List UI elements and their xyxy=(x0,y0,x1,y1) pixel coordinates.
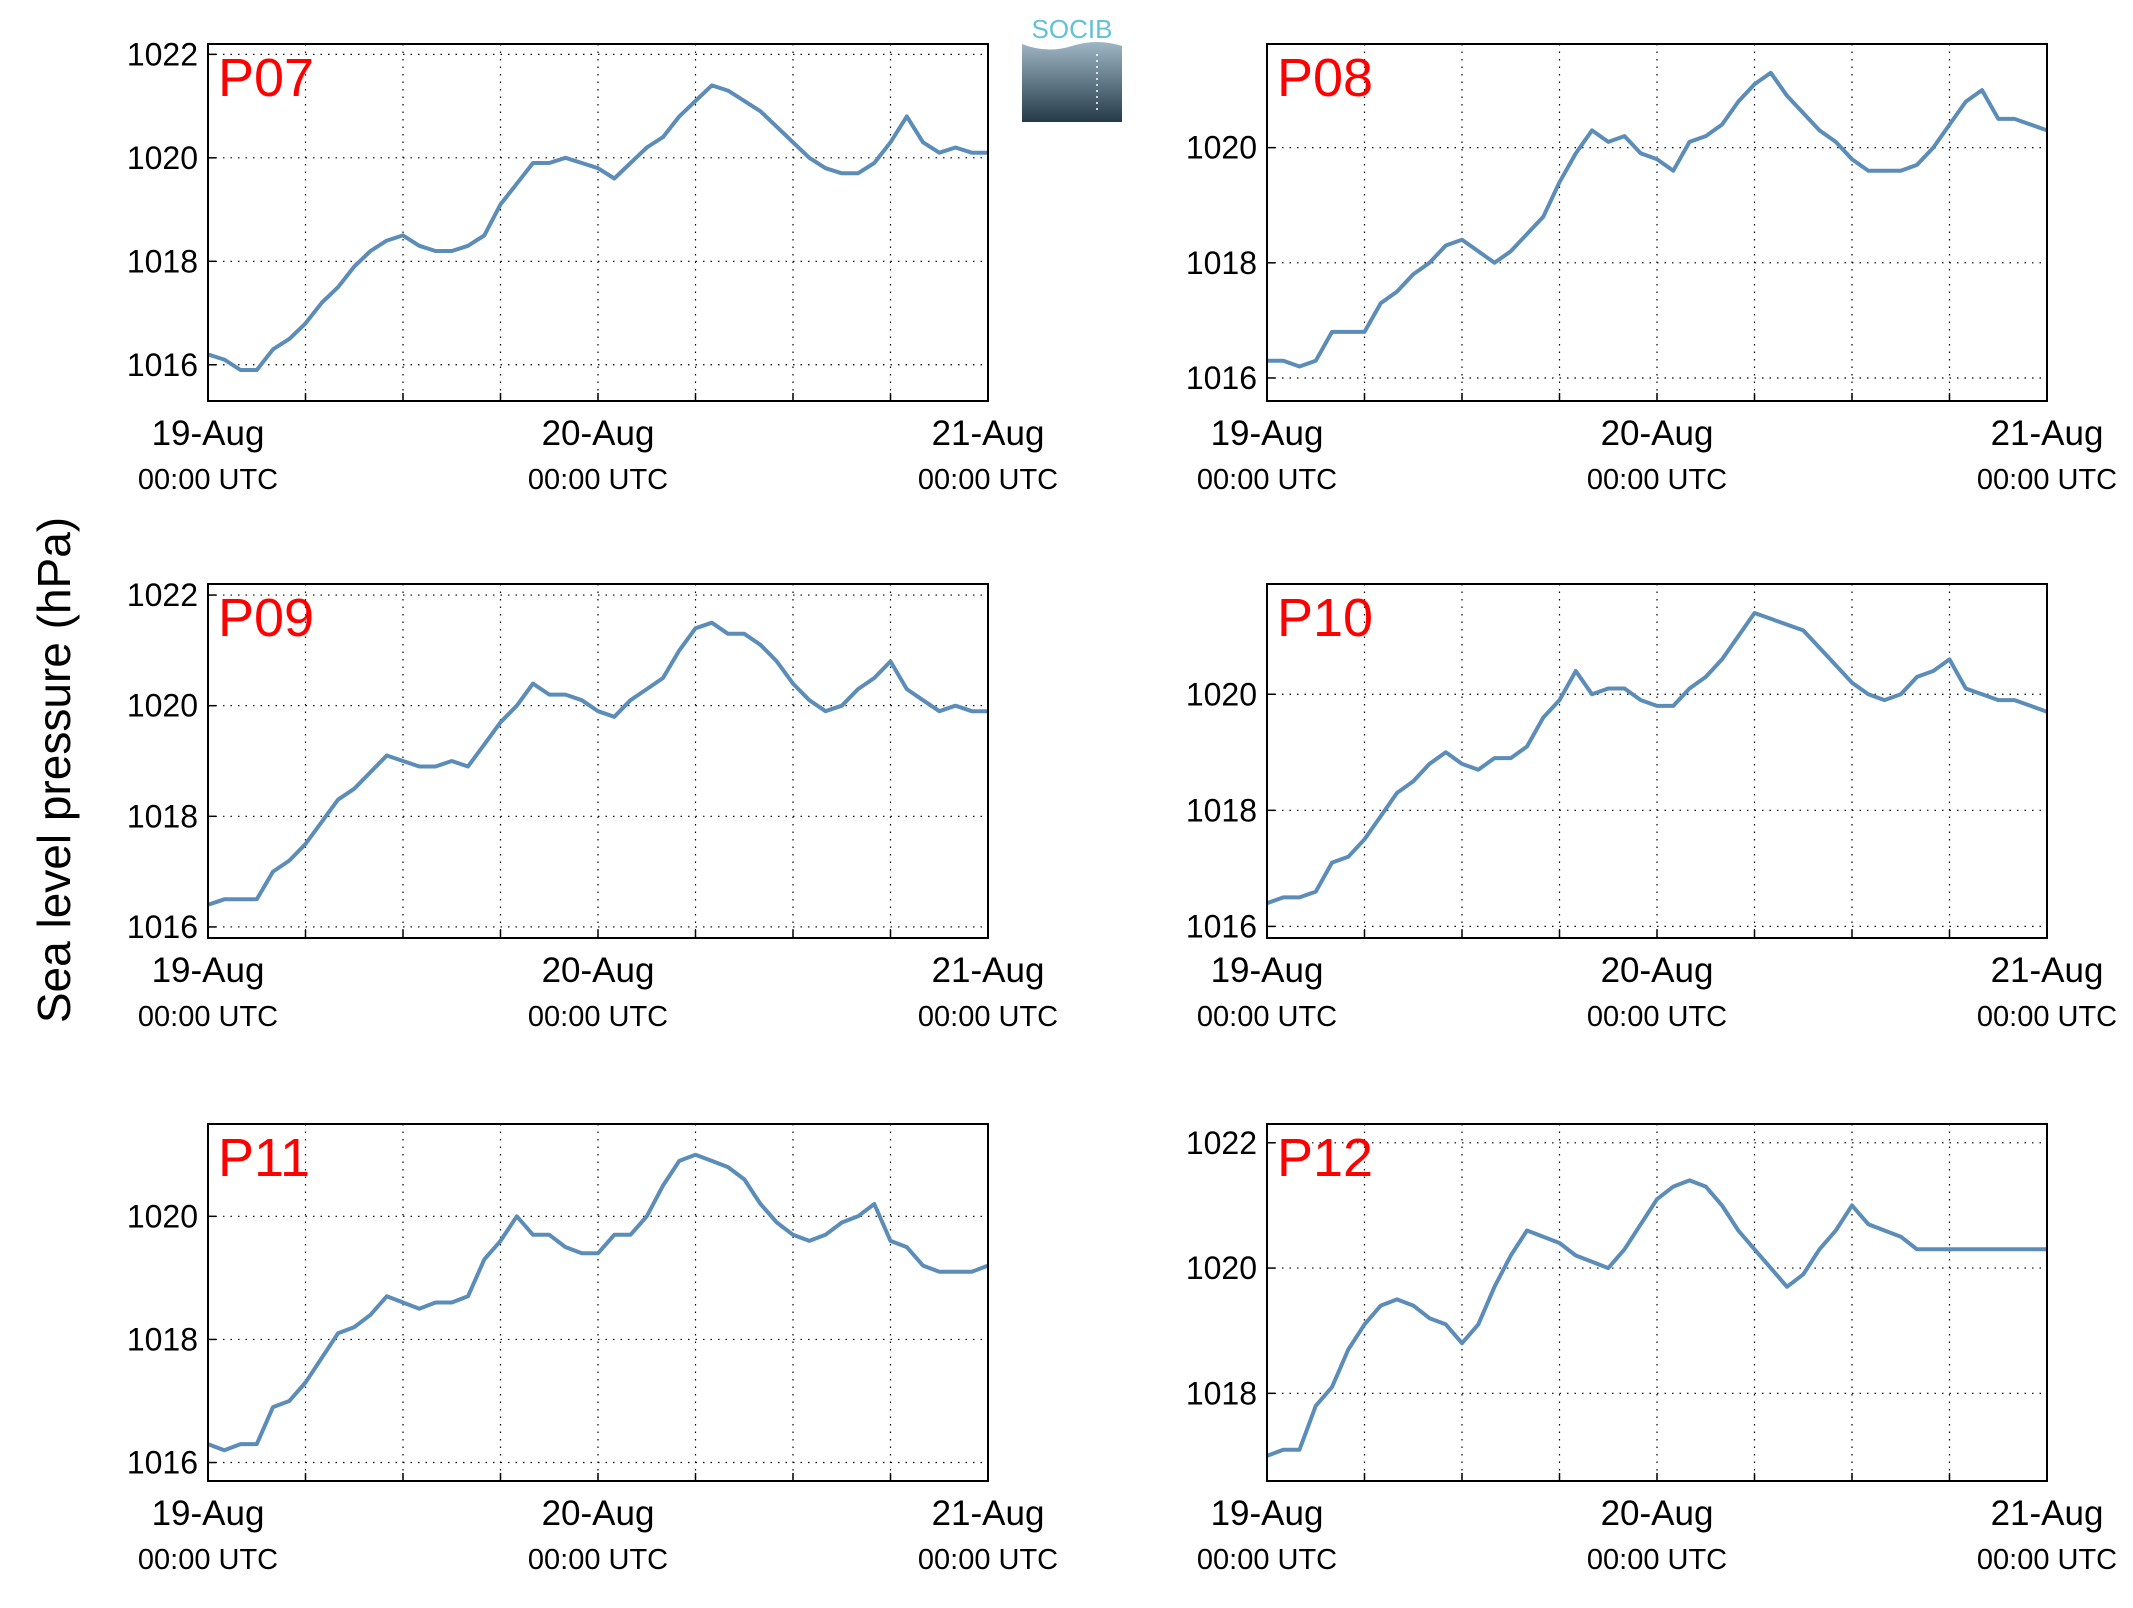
panel-title: P10 xyxy=(1277,588,1373,648)
y-tick-label: 1018 xyxy=(1186,792,1257,828)
series-line xyxy=(207,83,988,372)
axes-box xyxy=(1266,1123,2048,1482)
x-tick-label-day: 20-Aug xyxy=(1601,1494,1714,1533)
x-tick-label-time: 00:00 UTC xyxy=(528,464,668,496)
x-tick-label-time: 00:00 UTC xyxy=(1977,464,2117,496)
chart-panel-p09: 1016 1018 1020 1022 P09 19-Aug 00:00 UTC 20-Aug… xyxy=(127,577,1058,1033)
x-tick-label-time: 00:00 UTC xyxy=(918,1001,1058,1033)
y-tick-label: 1016 xyxy=(1186,908,1257,944)
x-tick-label-day: 21-Aug xyxy=(1991,1494,2104,1533)
panel-title: P08 xyxy=(1277,48,1373,108)
chart-panel-p12: 1018 1020 1022 P12 19-Aug 00:00 UTC 20-Aug 00:0… xyxy=(1186,1123,2117,1576)
x-tick-label-time: 00:00 UTC xyxy=(1587,1001,1727,1033)
chart-panel-p08: 1016 1018 1020 P08 19-Aug 00:00 UTC 20-Aug 00:0… xyxy=(1186,43,2117,496)
y-tick-label: 1020 xyxy=(1186,1250,1257,1286)
y-tick-label: 1020 xyxy=(127,1198,198,1234)
panel-title: P09 xyxy=(218,588,314,648)
x-tick-label-time: 00:00 UTC xyxy=(1587,1544,1727,1576)
y-tick-label: 1022 xyxy=(1186,1125,1257,1161)
y-tick-label: 1016 xyxy=(127,347,198,383)
panel-title: P12 xyxy=(1277,1128,1373,1188)
logo-text: SOCIB xyxy=(1032,16,1113,44)
x-tick-label-time: 00:00 UTC xyxy=(1587,464,1727,496)
panel-title: P07 xyxy=(218,48,314,108)
y-tick-label: 1018 xyxy=(127,1321,198,1357)
series-line xyxy=(207,620,988,907)
y-tick-label: 1020 xyxy=(1186,676,1257,712)
y-tick-label: 1020 xyxy=(127,140,198,176)
x-tick-label-time: 00:00 UTC xyxy=(138,1544,278,1576)
axes-box xyxy=(207,43,989,402)
x-tick-label-day: 21-Aug xyxy=(932,414,1045,453)
series-line xyxy=(1266,611,2048,906)
x-tick-label-day: 21-Aug xyxy=(1991,951,2104,990)
x-tick-label-time: 00:00 UTC xyxy=(918,464,1058,496)
y-tick-label: 1018 xyxy=(127,243,198,279)
series-line xyxy=(1266,1178,2047,1458)
y-tick-label: 1022 xyxy=(127,577,198,613)
x-tick-label-day: 20-Aug xyxy=(542,1494,655,1533)
y-tick-label: 1016 xyxy=(1186,360,1257,396)
panels: 1016 1018 1020 1022 P07 19-Aug 00:00 UTC 20-Aug… xyxy=(127,36,2117,1576)
axes-box xyxy=(207,583,989,939)
x-tick-label-time: 00:00 UTC xyxy=(138,464,278,496)
x-tick-label-time: 00:00 UTC xyxy=(528,1544,668,1576)
y-tick-label: 1018 xyxy=(1186,1375,1257,1411)
panel-title: P11 xyxy=(218,1128,310,1188)
x-tick-label-day: 20-Aug xyxy=(1601,414,1714,453)
chart-panel-p07: 1016 1018 1020 1022 P07 19-Aug 00:00 UTC 20-Aug… xyxy=(127,36,1058,496)
chart-panel-p10: 1016 1018 1020 P10 19-Aug 00:00 UTC 20-Aug 00:0… xyxy=(1186,583,2117,1033)
x-tick-label-day: 21-Aug xyxy=(932,1494,1045,1533)
y-tick-label: 1020 xyxy=(1186,130,1257,166)
x-tick-label-day: 21-Aug xyxy=(1991,414,2104,453)
y-tick-label: 1018 xyxy=(127,798,198,834)
x-tick-label-time: 00:00 UTC xyxy=(918,1544,1058,1576)
y-tick-label: 1016 xyxy=(127,909,198,945)
x-tick-label-day: 21-Aug xyxy=(932,951,1045,990)
socib-logo: SOCIB xyxy=(1022,16,1122,122)
chart-panel-p11: 1016 1018 1020 P11 19-Aug 00:00 UTC 20-Aug 00:0… xyxy=(127,1123,1058,1576)
x-tick-label-time: 00:00 UTC xyxy=(1197,1001,1337,1033)
x-tick-label-time: 00:00 UTC xyxy=(138,1001,278,1033)
series-line xyxy=(207,1152,989,1453)
x-tick-label-day: 19-Aug xyxy=(1211,951,1324,990)
x-tick-label-time: 00:00 UTC xyxy=(1977,1544,2117,1576)
figure-ylabel: Sea level pressure (hPa) xyxy=(28,517,80,1023)
series-line xyxy=(1267,70,2048,369)
x-tick-label-time: 00:00 UTC xyxy=(528,1001,668,1033)
y-tick-label: 1020 xyxy=(127,688,198,724)
x-tick-label-day: 19-Aug xyxy=(1211,414,1324,453)
x-tick-label-day: 19-Aug xyxy=(152,1494,265,1533)
x-tick-label-time: 00:00 UTC xyxy=(1197,1544,1337,1576)
x-tick-label-time: 00:00 UTC xyxy=(1977,1001,2117,1033)
x-tick-label-day: 20-Aug xyxy=(542,951,655,990)
x-tick-label-day: 19-Aug xyxy=(152,414,265,453)
x-tick-label-day: 19-Aug xyxy=(1211,1494,1324,1533)
axes-box xyxy=(207,1123,989,1482)
y-tick-label: 1018 xyxy=(1186,245,1257,281)
x-tick-label-time: 00:00 UTC xyxy=(1197,464,1337,496)
x-tick-label-day: 19-Aug xyxy=(152,951,265,990)
axes-box xyxy=(1266,583,2048,939)
axes-box xyxy=(1266,43,2048,402)
x-tick-label-day: 20-Aug xyxy=(1601,951,1714,990)
y-tick-label: 1022 xyxy=(127,36,198,72)
x-tick-label-day: 20-Aug xyxy=(542,414,655,453)
y-tick-label: 1016 xyxy=(127,1445,198,1481)
